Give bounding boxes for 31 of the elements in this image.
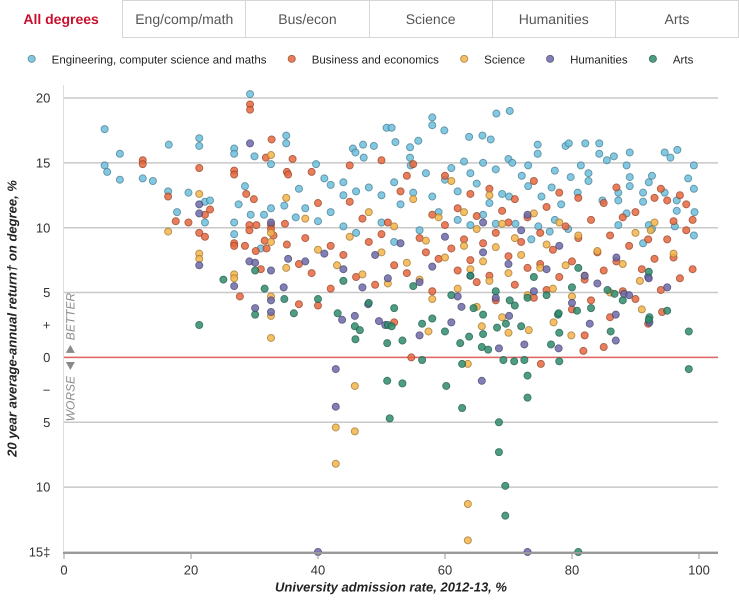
y-axis-title: 20 year average-annual return† on degree, %: [4, 180, 20, 458]
text: Humanities: [492, 0, 616, 38]
legend-label: Engineering, computer science and maths: [52, 54, 267, 66]
text: Arts: [616, 0, 739, 38]
x-tick-label: 80: [564, 562, 580, 578]
y-tick-label: −: [42, 382, 50, 398]
legend-label: Humanities: [570, 54, 628, 66]
x-tick-label: 0: [60, 562, 68, 578]
y-tick-label: 10: [36, 220, 50, 236]
y-tick-label: 0: [43, 350, 50, 365]
x-tick-label: 100: [688, 562, 710, 578]
annotation: BETTER: [63, 292, 78, 340]
text: All degrees: [0, 0, 124, 38]
y-tick-label: 20: [36, 90, 50, 106]
x-tick-label: 60: [438, 562, 452, 578]
y-tick-label: 5: [43, 414, 50, 430]
y-tick-label: 15: [36, 155, 50, 170]
text: Science: [370, 0, 493, 38]
text: Bus/econ: [246, 0, 370, 38]
text: Eng/comp/math: [123, 0, 246, 38]
annotation: WORSE: [63, 374, 78, 422]
x-tick-label: 40: [310, 562, 326, 578]
legend-label: Arts: [672, 54, 694, 66]
y-tick-label: 5: [43, 285, 50, 300]
legend-label: Business and economics: [312, 54, 440, 66]
y-tick-label: +: [42, 318, 50, 333]
y-tick-label: 10: [36, 480, 50, 495]
legend-label: Science: [484, 54, 526, 66]
x-tick-label: 20: [184, 562, 198, 578]
y-tick-label: 15‡: [28, 544, 50, 560]
x-axis-title: University admission rate, 2012-13, %: [275, 580, 508, 595]
